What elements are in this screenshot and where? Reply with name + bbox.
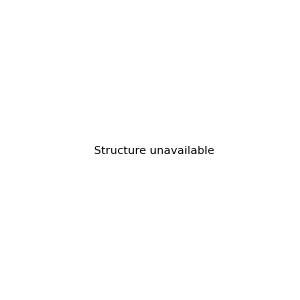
Text: Structure unavailable: Structure unavailable <box>94 146 214 157</box>
